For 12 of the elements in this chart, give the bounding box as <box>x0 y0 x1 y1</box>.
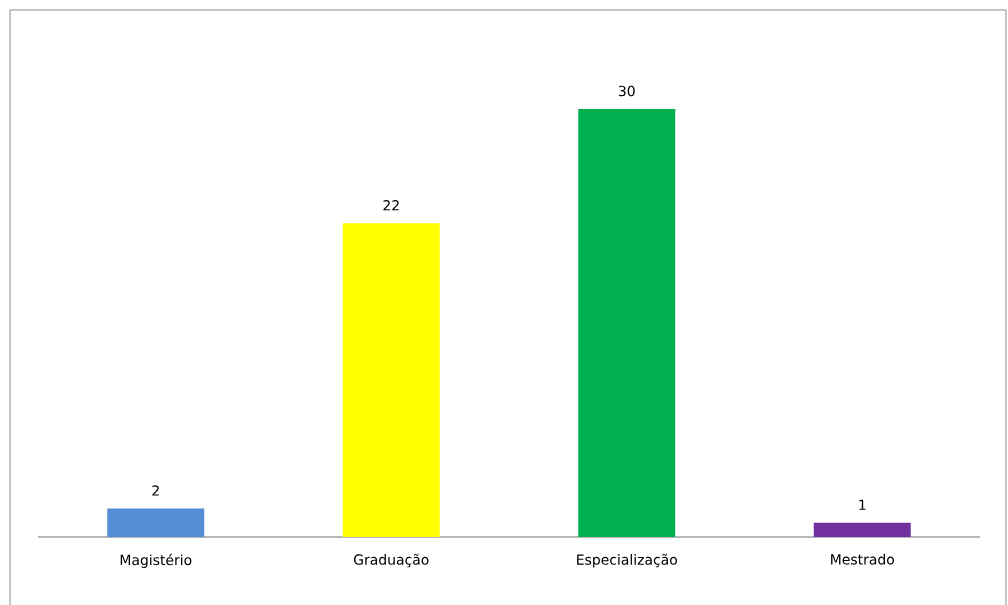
bar <box>813 522 911 537</box>
x-tick-label: Magistério <box>120 553 192 568</box>
data-label: 1 <box>859 499 866 510</box>
bar <box>578 109 676 537</box>
bar <box>107 508 205 537</box>
bar <box>342 223 440 537</box>
data-label: 2 <box>152 485 159 496</box>
data-label: 22 <box>383 200 399 211</box>
x-tick-label: Graduação <box>354 553 429 568</box>
x-tick-label: Especialização <box>577 553 678 568</box>
data-label: 30 <box>618 85 635 97</box>
x-tick-label: Mestrado <box>831 553 895 565</box>
